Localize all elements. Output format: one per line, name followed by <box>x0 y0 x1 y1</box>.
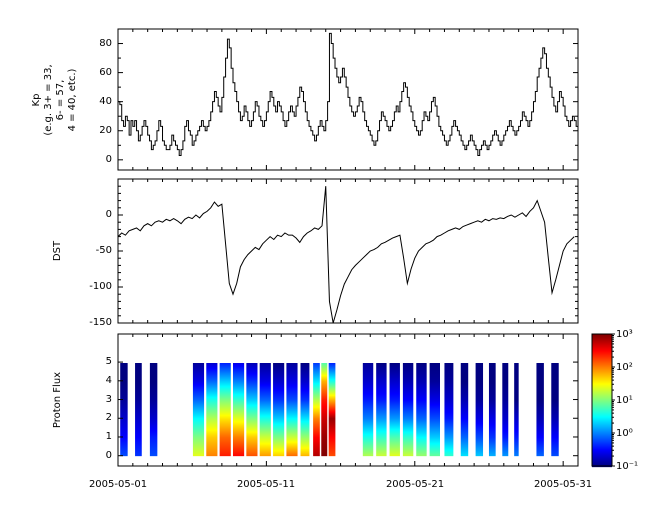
x-tick-label: 2005-05-31 <box>533 479 593 490</box>
x-tick-label: 2005-05-11 <box>236 479 296 490</box>
dst-ytick-label: -100 <box>89 281 112 292</box>
dst-ytick-label: 0 <box>105 209 112 220</box>
x-tick-label: 2005-05-01 <box>88 479 148 490</box>
flux-ytick-label: 5 <box>105 356 112 367</box>
colorbar-tick-label: 10¹ <box>616 395 633 406</box>
flux-ytick-label: 3 <box>105 394 112 405</box>
proton-flux-axis-label: Proton Flux <box>52 371 63 429</box>
colorbar-tick-label: 10⁻¹ <box>616 461 639 472</box>
flux-ytick-label: 2 <box>105 412 112 423</box>
x-tick-label: 2005-05-21 <box>385 479 445 490</box>
flux-ytick-label: 4 <box>105 375 112 386</box>
colorbar-tick-label: 10⁰ <box>616 428 633 439</box>
kp-ytick-label: 40 <box>99 96 112 107</box>
colorbar-tick-label: 10³ <box>616 329 633 340</box>
flux-ytick-label: 1 <box>105 431 112 442</box>
kp-axis-label: Kp (e.g. 3+ = 33, 6- = 57, 4 = 40, etc.) <box>31 64 78 136</box>
kp-ytick-label: 80 <box>99 38 112 49</box>
flux-ytick-label: 0 <box>105 450 112 461</box>
colorbar-tick-label: 10² <box>616 362 633 373</box>
dst-ytick-label: -150 <box>89 317 112 328</box>
dst-axis-label: DST <box>52 240 63 262</box>
kp-ytick-label: 60 <box>99 67 112 78</box>
dst-ytick-label: -50 <box>95 245 112 256</box>
kp-ytick-label: 0 <box>105 154 112 165</box>
kp-ytick-label: 20 <box>99 125 112 136</box>
